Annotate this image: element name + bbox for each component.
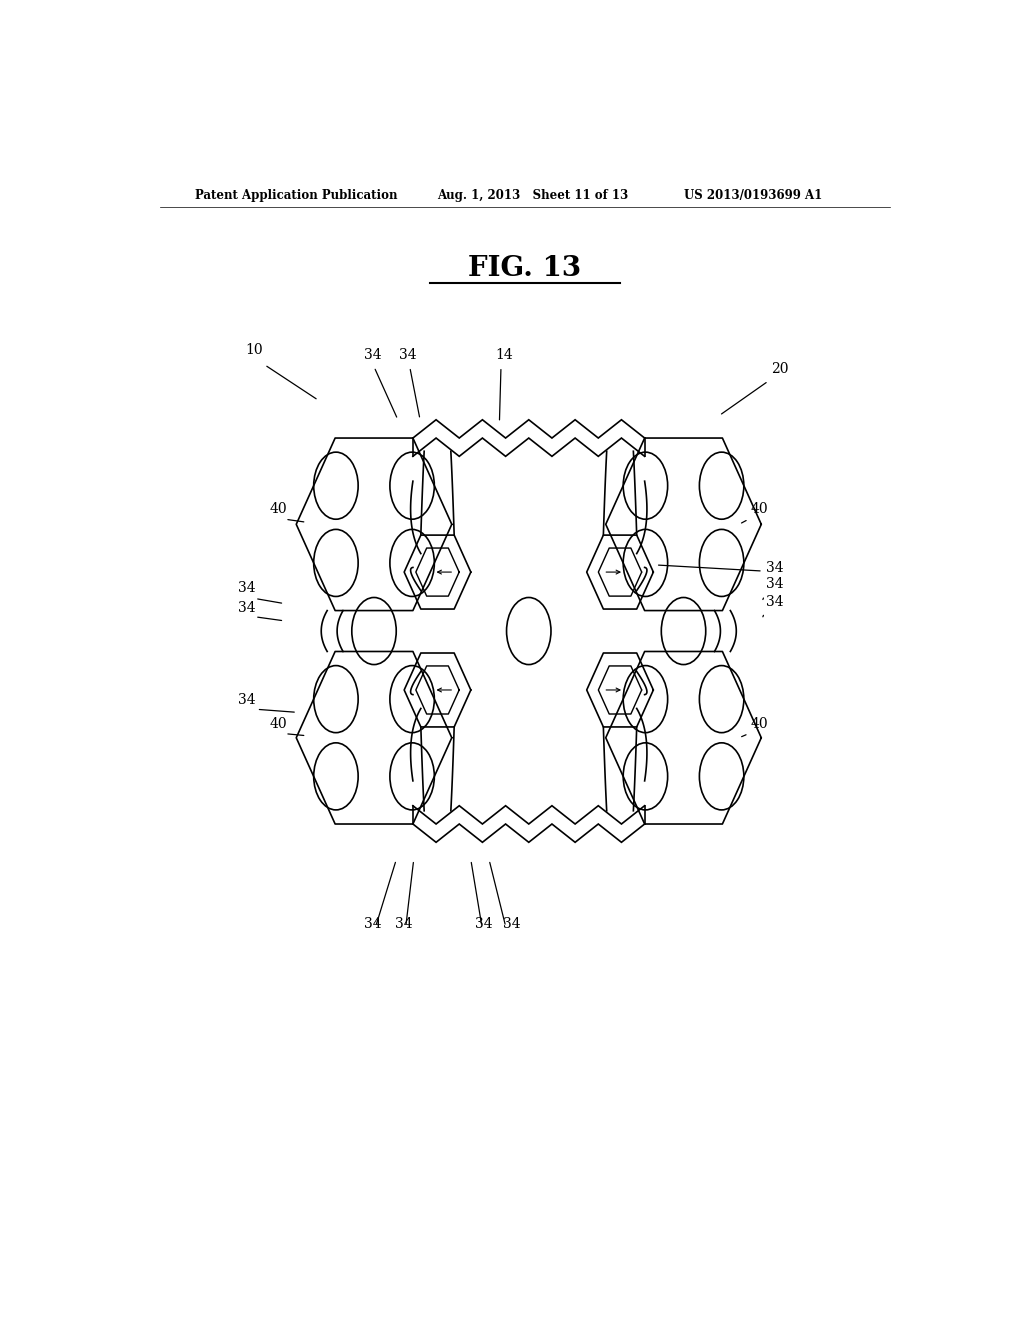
Text: Patent Application Publication: Patent Application Publication (196, 189, 398, 202)
Text: FIG. 13: FIG. 13 (468, 255, 582, 282)
Text: 34: 34 (766, 577, 783, 591)
Text: 34: 34 (365, 917, 382, 931)
Text: 34: 34 (399, 347, 417, 362)
Text: 34: 34 (238, 581, 255, 595)
Text: 34: 34 (766, 595, 783, 609)
Text: 34: 34 (475, 917, 493, 931)
Text: 14: 14 (496, 347, 513, 362)
Text: 40: 40 (751, 717, 768, 731)
Text: 40: 40 (269, 502, 287, 516)
Text: 34: 34 (503, 917, 520, 931)
Text: 34: 34 (394, 917, 413, 931)
Text: 34: 34 (238, 601, 255, 615)
Text: Aug. 1, 2013   Sheet 11 of 13: Aug. 1, 2013 Sheet 11 of 13 (437, 189, 629, 202)
Text: 40: 40 (269, 717, 287, 731)
Text: 34: 34 (365, 347, 382, 362)
Text: 40: 40 (751, 502, 768, 516)
Text: 10: 10 (246, 343, 263, 356)
Text: 34: 34 (766, 561, 783, 576)
Text: 20: 20 (771, 362, 788, 376)
Text: US 2013/0193699 A1: US 2013/0193699 A1 (684, 189, 822, 202)
Text: 34: 34 (238, 693, 255, 708)
